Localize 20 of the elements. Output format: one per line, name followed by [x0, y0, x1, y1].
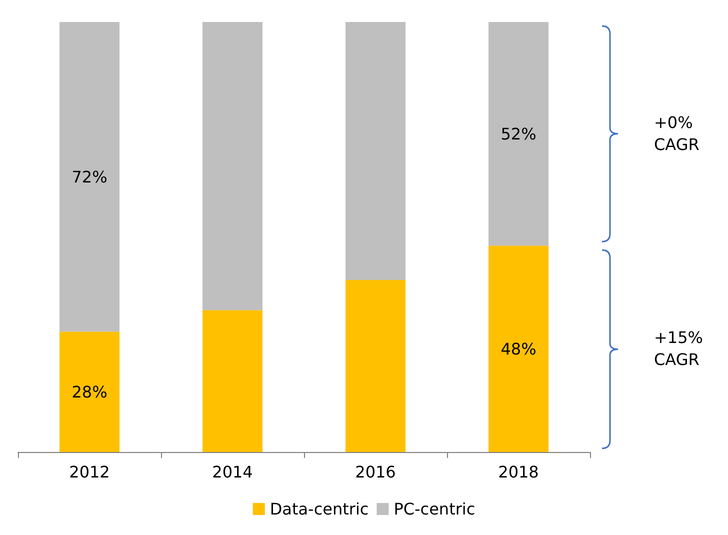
legend-label: Data-centric [270, 500, 369, 518]
legend-label: PC-centric [394, 500, 476, 518]
data-label: 28% [72, 382, 108, 402]
x-tick-label: 2016 [355, 462, 396, 482]
x-tick-label: 2014 [212, 462, 253, 482]
text: +15% CAGR [654, 326, 704, 371]
text: +0% CAGR [654, 112, 700, 156]
data-label: 52% [500, 124, 536, 144]
x-tick-label: 2012 [69, 462, 110, 482]
data-label: 48% [500, 339, 536, 358]
bar [488, 22, 548, 246]
bar [346, 280, 406, 452]
x-tick-label: 2018 [498, 462, 539, 482]
bar [60, 332, 120, 452]
bar [60, 22, 120, 332]
bar [346, 22, 406, 280]
bar [202, 310, 262, 452]
bar [488, 246, 548, 452]
bar [202, 22, 262, 310]
data-label: 72% [72, 167, 108, 186]
